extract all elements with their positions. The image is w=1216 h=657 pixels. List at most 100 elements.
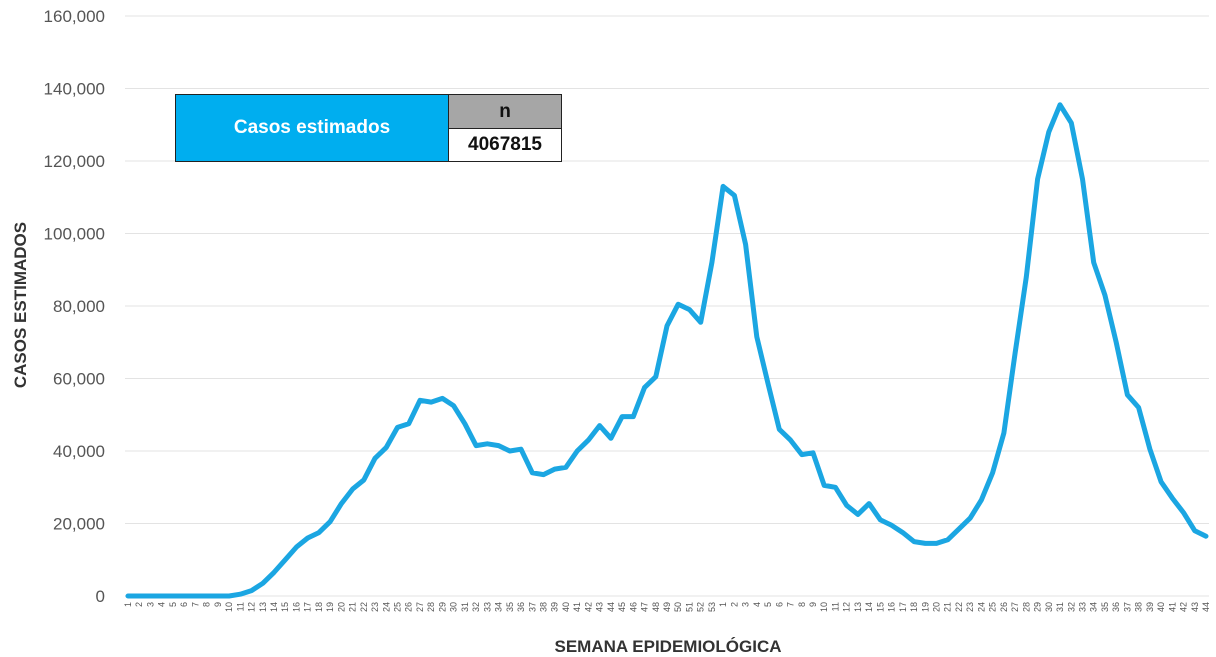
y-tick-label: 60,000 <box>53 370 105 389</box>
x-tick-label: 44 <box>606 602 616 612</box>
y-tick-label: 20,000 <box>53 515 105 534</box>
x-tick-label: 9 <box>808 602 818 607</box>
x-tick-label: 17 <box>303 602 313 612</box>
x-tick-label: 11 <box>830 602 840 611</box>
x-tick-label: 38 <box>538 602 548 612</box>
y-tick-label: 140,000 <box>44 80 105 99</box>
x-tick-label: 1 <box>718 602 728 607</box>
x-tick-label: 23 <box>965 602 975 612</box>
x-tick-label: 33 <box>482 602 492 612</box>
x-tick-label: 30 <box>449 602 459 612</box>
x-tick-label: 50 <box>673 602 683 612</box>
x-tick-label: 4 <box>752 602 762 607</box>
x-tick-label: 21 <box>348 602 358 612</box>
x-tick-label: 23 <box>370 602 380 612</box>
x-tick-label: 41 <box>572 602 582 612</box>
x-tick-label: 26 <box>404 602 414 612</box>
x-tick-label: 3 <box>741 602 751 607</box>
x-tick-label: 34 <box>1089 602 1099 612</box>
x-tick-label: 11 <box>235 602 245 611</box>
x-tick-label: 1 <box>123 602 133 607</box>
x-tick-label: 42 <box>583 602 593 612</box>
x-tick-label: 30 <box>1044 602 1054 612</box>
x-tick-label: 18 <box>314 602 324 612</box>
x-tick-label: 3 <box>145 602 155 607</box>
x-tick-label: 16 <box>887 602 897 612</box>
x-tick-label: 4 <box>157 602 167 607</box>
x-tick-label: 37 <box>527 602 537 612</box>
x-tick-label: 31 <box>1055 602 1065 612</box>
x-tick-label: 38 <box>1134 602 1144 612</box>
x-tick-label: 44 <box>1201 602 1211 612</box>
x-tick-label: 8 <box>797 602 807 607</box>
x-tick-label: 13 <box>853 602 863 612</box>
x-tick-label: 36 <box>516 602 526 612</box>
x-tick-label: 40 <box>561 602 571 612</box>
x-tick-label: 47 <box>640 602 650 612</box>
legend-label: Casos estimados <box>176 95 449 161</box>
x-tick-label: 35 <box>505 602 515 612</box>
x-tick-label: 45 <box>617 602 627 612</box>
x-tick-label: 49 <box>662 602 672 612</box>
x-tick-label: 18 <box>909 602 919 612</box>
x-tick-label: 28 <box>1021 602 1031 612</box>
legend-total-value: 4067815 <box>449 129 561 161</box>
x-tick-label: 27 <box>415 602 425 612</box>
series-line <box>125 102 1209 599</box>
x-tick-label: 10 <box>224 602 234 612</box>
x-tick-label: 19 <box>920 602 930 612</box>
x-tick-label: 15 <box>280 602 290 612</box>
x-axis-ticks: 1 2 3 4 5 6 7 8 9 10 11 12 13 14 15 16 17 18 19 20 21 22 23 24 2… <box>123 602 1211 612</box>
x-tick-label: 19 <box>325 602 335 612</box>
y-axis-ticks: 0 20,000 40,000 60,000 80,000 100,000 120,000 1… <box>44 7 105 606</box>
x-tick-label: 12 <box>842 602 852 612</box>
x-tick-label: 15 <box>875 602 885 612</box>
x-tick-label: 6 <box>774 602 784 607</box>
x-tick-label: 37 <box>1122 602 1132 612</box>
x-tick-label: 26 <box>999 602 1009 612</box>
x-tick-label: 52 <box>696 602 706 612</box>
x-tick-label: 46 <box>628 602 638 612</box>
y-tick-label: 40,000 <box>53 442 105 461</box>
legend-value-column: n 4067815 <box>449 95 561 161</box>
x-tick-label: 12 <box>247 602 257 612</box>
x-tick-label: 28 <box>426 602 436 612</box>
y-tick-label: 100,000 <box>44 225 105 244</box>
x-tick-label: 5 <box>168 602 178 607</box>
y-axis-title: CASOS ESTIMADOS <box>11 222 30 388</box>
x-tick-label: 36 <box>1111 602 1121 612</box>
x-tick-label: 21 <box>943 602 953 612</box>
x-tick-label: 20 <box>932 602 942 612</box>
legend-header: n <box>449 95 561 129</box>
x-tick-label: 13 <box>258 602 268 612</box>
x-tick-label: 39 <box>550 602 560 612</box>
x-tick-label: 35 <box>1100 602 1110 612</box>
x-tick-label: 17 <box>898 602 908 612</box>
legend-table: Casos estimados n 4067815 <box>175 94 562 162</box>
x-tick-label: 5 <box>763 602 773 607</box>
x-tick-label: 7 <box>190 602 200 607</box>
y-tick-label: 0 <box>96 587 105 606</box>
x-tick-label: 32 <box>471 602 481 612</box>
x-tick-label: 16 <box>291 602 301 612</box>
y-tick-label: 120,000 <box>44 152 105 171</box>
x-tick-label: 48 <box>651 602 661 612</box>
x-tick-label: 25 <box>393 602 403 612</box>
x-tick-label: 27 <box>1010 602 1020 612</box>
x-tick-label: 29 <box>1033 602 1043 612</box>
x-tick-label: 42 <box>1179 602 1189 612</box>
x-tick-label: 43 <box>1190 602 1200 612</box>
x-tick-label: 22 <box>954 602 964 612</box>
x-tick-label: 53 <box>707 602 717 612</box>
x-tick-label: 29 <box>437 602 447 612</box>
x-tick-label: 7 <box>786 602 796 607</box>
x-tick-label: 14 <box>864 602 874 612</box>
x-tick-label: 24 <box>976 602 986 612</box>
x-tick-label: 20 <box>336 602 346 612</box>
x-tick-label: 2 <box>729 602 739 607</box>
x-tick-label: 33 <box>1077 602 1087 612</box>
y-tick-label: 80,000 <box>53 297 105 316</box>
x-tick-label: 39 <box>1145 602 1155 612</box>
x-tick-label: 22 <box>359 602 369 612</box>
x-tick-label: 2 <box>134 602 144 607</box>
